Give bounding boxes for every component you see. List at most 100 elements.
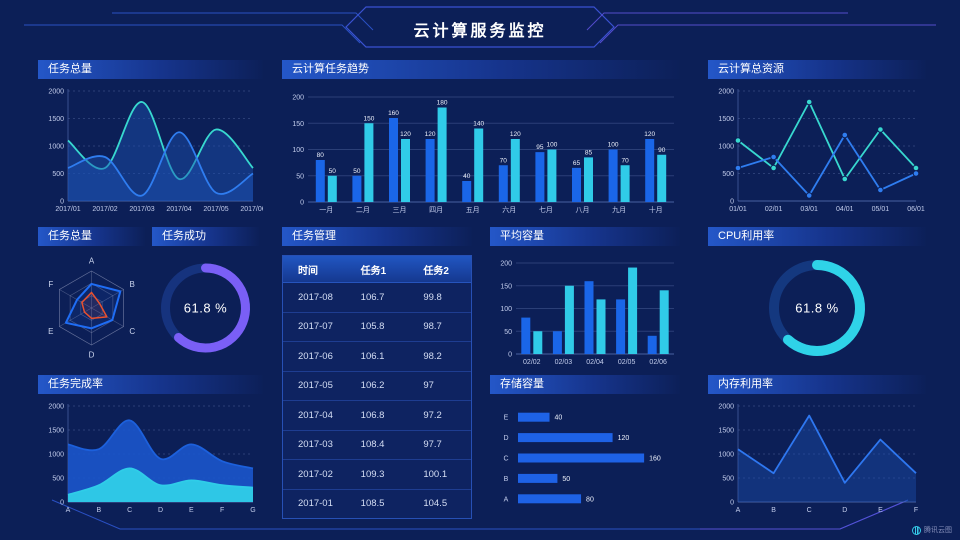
svg-text:80: 80	[586, 496, 594, 503]
table-header-cell: 时间	[298, 265, 318, 277]
svg-text:70: 70	[621, 157, 629, 164]
panel-avg-capacity: 平均容量 0 50 100 150 200 02/02 02/03 02/04 02/05 02/…	[490, 227, 680, 367]
svg-text:1000: 1000	[718, 452, 734, 459]
svg-text:70: 70	[500, 157, 508, 164]
svg-text:500: 500	[722, 476, 734, 483]
svg-text:06/01: 06/01	[907, 206, 925, 213]
svg-text:A: A	[736, 507, 741, 514]
svg-text:0: 0	[300, 200, 304, 207]
svg-text:1500: 1500	[718, 428, 734, 435]
panel-title-cpu-usage: CPU利用率	[708, 227, 926, 246]
svg-text:C: C	[127, 507, 132, 514]
table-row: 2017-07 105.8 98.7	[283, 313, 471, 342]
c5-canvas: 61.8 %	[161, 263, 250, 353]
svg-text:七月: 七月	[539, 205, 553, 214]
svg-text:三月: 三月	[393, 206, 407, 214]
table-cell: 2017-02	[298, 468, 333, 480]
svg-text:B: B	[504, 476, 509, 483]
svg-text:85: 85	[585, 149, 593, 156]
svg-text:65: 65	[573, 160, 581, 167]
svg-text:六月: 六月	[502, 205, 516, 214]
svg-text:02/03: 02/03	[555, 359, 573, 366]
panel-title-task-management: 任务管理	[282, 227, 472, 246]
cpu-usage-gauge: 61.8 %	[708, 249, 926, 367]
cloud-task-trend-bar-chart: 0 50 100 150 200 一月 二月 三月 四月 五月 六月 七月 八月 九月 十月 80 50 160 1…	[282, 83, 680, 215]
task-completion-area-chart: 0 500 1000 1500 2000 A B C D E F G	[38, 398, 263, 516]
table-cell: 98.7	[423, 321, 442, 333]
table-cell: 104.5	[423, 498, 448, 510]
svg-text:180: 180	[437, 100, 448, 107]
svg-text:0: 0	[730, 199, 734, 206]
table-cell: 2017-08	[298, 291, 333, 303]
table-cell: 100.1	[423, 468, 448, 480]
table-cell: 2017-07	[298, 321, 333, 333]
svg-text:1000: 1000	[48, 144, 64, 151]
panel-title-avg-capacity: 平均容量	[490, 227, 680, 246]
svg-text:E: E	[48, 327, 53, 336]
table-cell: 99.8	[423, 291, 442, 303]
cloud-total-resource-line-chart: 0 500 1000 1500 2000 01/01 02/01 03/01 04/01 05/0…	[708, 83, 926, 215]
svg-text:02/01: 02/01	[765, 206, 783, 213]
svg-text:2000: 2000	[48, 404, 64, 411]
svg-text:2000: 2000	[48, 89, 64, 96]
table-cell: 97.7	[423, 439, 442, 451]
svg-text:B: B	[771, 507, 776, 514]
svg-text:1000: 1000	[718, 144, 734, 151]
table-cell: 106.1	[360, 350, 385, 362]
panel-title-task-total-radar: 任务总量	[38, 227, 145, 246]
svg-text:500: 500	[52, 476, 64, 483]
svg-text:100: 100	[292, 147, 304, 154]
c7-canvas: 0 50 100 150 200 02/02 02/03 02/04 02/05 02/06	[500, 261, 674, 366]
svg-text:05/01: 05/01	[872, 206, 890, 213]
table-row: 2017-05 106.2 97	[283, 372, 471, 401]
table-cell: 2017-06	[298, 350, 333, 362]
table-header-row: 时间 任务1 任务2	[283, 256, 471, 283]
svg-text:90: 90	[658, 147, 666, 154]
svg-text:160: 160	[388, 110, 399, 117]
svg-text:B: B	[96, 507, 101, 514]
table-cell: 108.4	[360, 439, 385, 451]
svg-text:02/04: 02/04	[586, 359, 604, 366]
svg-text:50: 50	[296, 173, 304, 180]
svg-text:D: D	[89, 351, 95, 360]
panel-title-cloud-task-trend: 云计算任务趋势	[282, 60, 680, 79]
svg-text:一月: 一月	[319, 206, 333, 214]
svg-text:八月: 八月	[576, 206, 590, 214]
c8-canvas: 61.8 %	[769, 260, 865, 356]
svg-text:E: E	[189, 507, 194, 514]
svg-text:120: 120	[400, 131, 411, 138]
svg-text:2017/06: 2017/06	[240, 206, 263, 213]
svg-text:100: 100	[500, 306, 512, 313]
svg-text:C: C	[807, 507, 812, 514]
svg-text:50: 50	[562, 476, 570, 483]
svg-text:2017/03: 2017/03	[129, 206, 154, 213]
panel-cloud-task-trend: 云计算任务趋势 0 50 100 150 200 一月 二月 三月 四月 五月 六月 七月 八月 九月 十月…	[282, 60, 680, 215]
panel-title-memory-usage: 内存利用率	[708, 375, 926, 394]
svg-text:四月: 四月	[429, 206, 443, 214]
svg-text:2017/05: 2017/05	[203, 206, 228, 213]
svg-text:02/06: 02/06	[649, 359, 667, 366]
table-header-cell: 任务2	[423, 265, 449, 277]
svg-text:1500: 1500	[718, 116, 734, 123]
c3-canvas: 0 500 1000 1500 2000 01/01 02/01 03/01 04/01 05/0…	[718, 89, 925, 214]
svg-text:100: 100	[546, 142, 557, 149]
c4-canvas: A B C D E F	[48, 257, 135, 360]
svg-text:03/01: 03/01	[800, 206, 818, 213]
svg-text:1500: 1500	[48, 428, 64, 435]
dashboard-title: 云计算服务监控	[413, 23, 547, 40]
table-cell: 2017-05	[298, 380, 333, 392]
svg-text:2017/02: 2017/02	[92, 206, 117, 213]
watermark: 腾讯云图	[912, 525, 952, 535]
panel-task-total-line: 任务总量 0 500 1000 1500 2000 2017/01 2017/02 2017/…	[38, 60, 266, 215]
panel-title-task-total-line: 任务总量	[38, 60, 263, 79]
svg-text:五月: 五月	[466, 206, 480, 214]
svg-text:二月: 二月	[356, 206, 370, 214]
table-cell: 106.2	[360, 380, 385, 392]
svg-text:61.8 %: 61.8 %	[184, 301, 227, 316]
svg-text:2017/01: 2017/01	[55, 206, 80, 213]
svg-text:E: E	[878, 507, 883, 514]
panel-storage-capacity: 存储容量 E 40 D 120 C 160 B 50 A 80	[490, 375, 680, 515]
svg-text:04/01: 04/01	[836, 206, 854, 213]
svg-text:十月: 十月	[649, 205, 663, 214]
svg-text:C: C	[503, 456, 508, 463]
